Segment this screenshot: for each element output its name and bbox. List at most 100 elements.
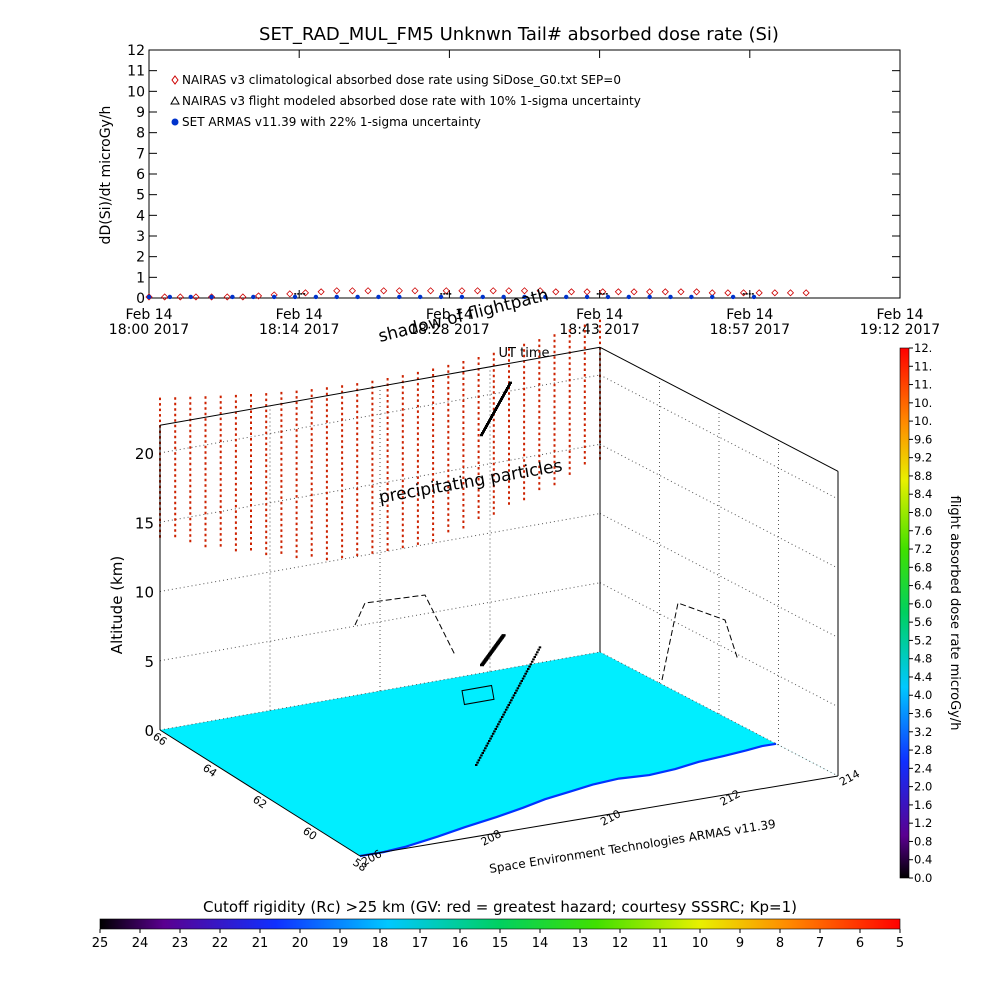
climatological-dose-point [458, 287, 466, 295]
top-y-tick-label: 11 [127, 64, 145, 80]
rigidity-colorbar-tick-label: 18 [372, 936, 389, 951]
dose-rate-colorbar: 0.0 0.4 0.8 1.2 1.6 2.0 2.4 2.8 3.2 3.6 4.0 4.4 4.8 5… [899, 341, 962, 885]
top-x-tick-date: Feb 14 [726, 307, 773, 323]
armas-dose-point [376, 294, 381, 300]
dose-colorbar-tick-label: 6.8 [914, 560, 932, 574]
dose-colorbar-label: flight absorbed dose rate microGy/h [947, 496, 962, 731]
flight-track [354, 381, 739, 766]
rigidity-colorbar-tick-label: 7 [816, 936, 824, 951]
rigidity-colorbar-tick-label: 15 [492, 936, 509, 951]
armas-dose-point [271, 294, 277, 300]
dose-colorbar-gradient [899, 347, 910, 879]
climatological-dose-point [693, 288, 701, 296]
armas-dose-point [647, 294, 652, 300]
climatological-dose-point [567, 288, 576, 296]
top-x-tick-time: 18:43 2017 [559, 322, 639, 338]
armas-dose-point [710, 294, 715, 300]
rigidity-colorbar-tick-label: 25 [92, 936, 109, 951]
armas-dose-point [167, 294, 173, 300]
top-y-tick-label: 8 [136, 126, 145, 142]
dose-colorbar-tick-label: 8.4 [914, 487, 932, 501]
climatological-dose-point [192, 293, 200, 301]
dose-colorbar-tick-label: 1.2 [914, 816, 932, 830]
rigidity-colorbar-tick-label: 10 [692, 936, 709, 951]
side-wall-gridline [599, 651, 839, 777]
top-y-tick-label: 7 [136, 146, 145, 162]
climatological-dose-point [771, 289, 779, 297]
legend-entry-label: NAIRAS v3 climatological absorbed dose r… [182, 73, 621, 87]
longitude-axis [359, 775, 839, 857]
armas-dose-point [522, 294, 527, 300]
altitude-profile-side [661, 602, 739, 681]
dose-colorbar-ticks: 0.0 0.4 0.8 1.2 1.6 2.0 2.4 2.8 3.2 3.6 4.0 4.4 4.8 5… [909, 341, 932, 885]
rigidity-colorbar-tick-label: 12 [612, 936, 629, 951]
top-plot-frame [148, 49, 901, 299]
dose-colorbar-tick-label: 12. [914, 341, 932, 355]
armas-dose-point [730, 294, 736, 300]
rigidity-colorbar-tick-label: 17 [412, 936, 429, 951]
side-wall-gridline [599, 443, 839, 569]
rigidity-colorbar-tick-label: 20 [292, 936, 309, 951]
precipitation-curtains [159, 319, 601, 561]
dose-colorbar-tick-label: 9.6 [914, 432, 932, 446]
back-wall-gridline [159, 443, 601, 523]
armas-dose-point [417, 294, 423, 300]
top-x-tick-time: 18:28 2017 [409, 322, 489, 338]
legend-marker-diamond [171, 75, 179, 85]
top-x-tick-time: 19:12 2017 [860, 322, 940, 338]
climatological-dose-point [239, 293, 247, 301]
top-x-tick-date: Feb 14 [125, 307, 172, 323]
back-wall-gridline [159, 513, 601, 592]
altitude-tick-label: 20 [135, 445, 154, 463]
rigidity-colorbar-tick-label: 14 [532, 936, 549, 951]
dose-colorbar-tick-label: 11. [914, 378, 932, 392]
box-top-edge [599, 346, 839, 472]
climatological-dose-point [755, 289, 763, 297]
flight-ground-track [475, 646, 542, 766]
climatological-dose-point [286, 290, 294, 298]
chart-title: SET_RAD_MUL_FM5 Unknwn Tail# absorbed do… [259, 24, 779, 45]
top-y-tick-label: 10 [127, 84, 145, 100]
climatological-dose-point [552, 288, 560, 296]
rigidity-colorbar-gradient [99, 918, 901, 930]
dose-colorbar-tick-label: 7.2 [914, 542, 932, 556]
cutoff-rigidity-colorbar: Cutoff rigidity (Rc) >25 km (GV: red = g… [92, 898, 904, 951]
climatological-dose-point [348, 287, 356, 295]
top-x-tick-time: 18:14 2017 [259, 322, 339, 338]
armas-dose-point [251, 294, 256, 300]
climatological-dose-point [411, 287, 419, 295]
top-x-tick-date: Feb 14 [276, 307, 323, 323]
armas-dose-point [146, 294, 152, 300]
armas-dose-point [292, 294, 298, 300]
climatological-dose-point [442, 287, 450, 295]
climatological-dose-point [380, 287, 388, 295]
climatological-dose-point [646, 288, 654, 296]
top-y-tick-label: 3 [136, 229, 145, 245]
climatological-dose-point [333, 287, 341, 295]
dose-colorbar-tick-label: 6.0 [914, 597, 932, 611]
dose-colorbar-tick-label: 5.2 [914, 633, 932, 647]
armas-dose-point [230, 294, 235, 300]
dose-colorbar-tick-label: 8.8 [914, 469, 932, 483]
armas-dose-point [751, 294, 757, 300]
top-y-tick-label: 1 [136, 270, 145, 286]
armas-dose-point [188, 294, 193, 300]
top-x-axis-label: UT time [499, 346, 550, 361]
rigidity-colorbar-tick-label: 24 [132, 936, 149, 951]
dose-colorbar-tick-label: 8.0 [914, 505, 932, 519]
dose-colorbar-tick-label: 10. [914, 396, 932, 410]
dose-colorbar-tick-label: 7.6 [914, 524, 932, 538]
armas-dose-point [564, 294, 569, 300]
armas-dose-point [501, 294, 506, 300]
climatological-dose-point [489, 287, 497, 295]
grid-3d [159, 366, 839, 777]
armas-dose-point [397, 294, 402, 300]
flight-shadow-segment [480, 381, 512, 437]
dose-colorbar-tick-label: 4.0 [914, 688, 932, 702]
dose-colorbar-tick-label: 0.8 [914, 834, 932, 848]
legend-marker-triangle [170, 95, 180, 105]
armas-dose-point [605, 294, 611, 300]
